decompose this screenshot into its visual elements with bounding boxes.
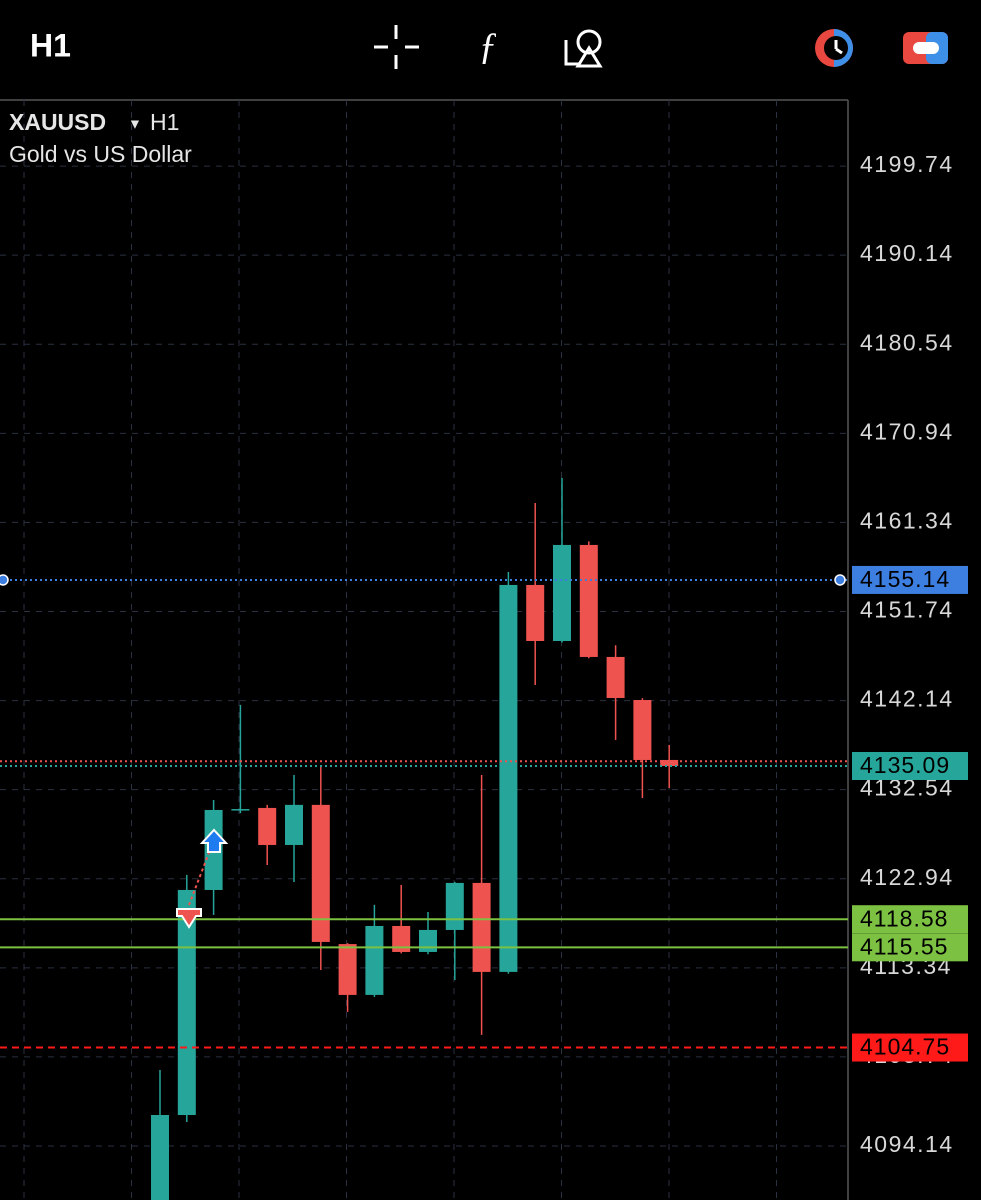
price-label-box xyxy=(852,905,968,934)
crosshair-icon[interactable] xyxy=(374,25,419,69)
candle-body xyxy=(285,804,303,845)
y-tick-label: 4190.14 xyxy=(860,240,954,266)
y-tick-label: 4094.14 xyxy=(860,1131,954,1157)
candle-body xyxy=(419,929,437,952)
price-label-box xyxy=(852,933,968,962)
candle-body xyxy=(660,759,679,766)
trade-markers xyxy=(176,828,229,929)
trade-link xyxy=(188,849,211,906)
price-label-box xyxy=(852,751,968,780)
y-tick-label: 4151.74 xyxy=(860,597,954,623)
candle-body xyxy=(526,584,545,641)
y-tick-label: 4199.74 xyxy=(860,151,954,177)
y-tick-label: 4122.94 xyxy=(860,864,954,890)
grid xyxy=(0,100,848,1200)
toolbar: H1 ƒ xyxy=(30,25,948,69)
price-label-box xyxy=(852,565,968,594)
sell-marker xyxy=(176,908,202,929)
price-label: 4118.58 xyxy=(860,905,948,931)
candle-body xyxy=(177,889,196,1115)
symbol-dropdown-arrow[interactable]: ▼ xyxy=(128,116,142,132)
candle-body xyxy=(365,925,384,995)
indicators-icon[interactable]: ƒ xyxy=(479,26,498,68)
y-tick-label: 4142.14 xyxy=(860,686,954,712)
symbol-timeframe: H1 xyxy=(150,109,179,135)
candle-body xyxy=(606,656,625,698)
candle-body xyxy=(579,544,598,657)
buy-marker xyxy=(199,828,229,853)
candle-body xyxy=(231,809,250,811)
symbol[interactable]: XAUUSD xyxy=(9,109,106,135)
candle-body xyxy=(151,1114,169,1200)
price-label: 4115.55 xyxy=(860,933,948,959)
candle-body xyxy=(258,807,277,845)
y-tick-label: 4180.54 xyxy=(860,329,954,355)
candle-body xyxy=(445,882,464,930)
y-tick-label: 4161.34 xyxy=(860,507,954,533)
candle-body xyxy=(633,700,652,760)
one-click-trading-icon[interactable] xyxy=(903,32,948,64)
price-label-box xyxy=(852,1033,968,1062)
symbol-description: Gold vs US Dollar xyxy=(9,141,192,167)
line-handle xyxy=(0,574,9,586)
candle-body xyxy=(338,944,357,995)
symbol-header: XAUUSD ▼ H1 Gold vs US Dollar xyxy=(9,109,192,167)
candle-body xyxy=(311,804,330,942)
price-label: 4135.09 xyxy=(860,752,950,778)
line-handle xyxy=(834,574,846,586)
trade-history-icon[interactable] xyxy=(815,29,853,67)
y-tick-label: 4170.94 xyxy=(860,418,954,444)
candle-body xyxy=(553,544,571,641)
candle-body xyxy=(472,882,491,972)
objects-icon[interactable] xyxy=(564,29,603,68)
price-label: 4155.14 xyxy=(860,566,950,592)
price-label: 4104.75 xyxy=(860,1034,950,1060)
candle-body xyxy=(392,925,411,952)
candle-body xyxy=(499,584,518,972)
timeframe-button[interactable]: H1 xyxy=(30,27,71,63)
